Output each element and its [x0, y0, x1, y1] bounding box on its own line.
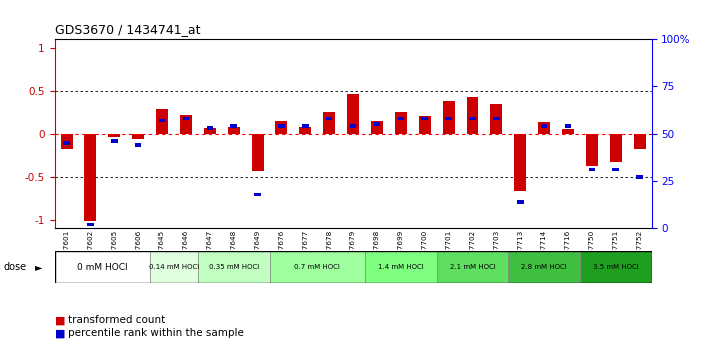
Bar: [565, 124, 571, 128]
Bar: [373, 122, 380, 126]
Bar: [302, 124, 309, 128]
Bar: [111, 139, 118, 143]
Bar: [63, 141, 70, 145]
Bar: [588, 168, 596, 171]
Bar: [493, 117, 499, 120]
Bar: [612, 168, 619, 171]
Text: 0.35 mM HOCl: 0.35 mM HOCl: [208, 264, 259, 270]
Bar: [275, 121, 288, 133]
Bar: [491, 103, 502, 133]
Text: percentile rank within the sample: percentile rank within the sample: [68, 329, 244, 338]
Bar: [469, 117, 476, 120]
Bar: [180, 115, 192, 133]
Bar: [156, 109, 168, 133]
Bar: [371, 121, 383, 133]
Text: 3.5 mM HOCl: 3.5 mM HOCl: [593, 264, 638, 270]
Bar: [204, 127, 215, 133]
Bar: [198, 251, 269, 283]
Text: 2.8 mM HOCl: 2.8 mM HOCl: [521, 264, 567, 270]
Bar: [514, 133, 526, 191]
Bar: [228, 127, 240, 133]
Bar: [150, 251, 198, 283]
Bar: [269, 251, 365, 283]
Bar: [323, 112, 335, 133]
Bar: [437, 251, 508, 283]
Bar: [395, 112, 407, 133]
Bar: [508, 251, 580, 283]
Text: 0.7 mM HOCl: 0.7 mM HOCl: [294, 264, 340, 270]
Bar: [278, 124, 285, 128]
Text: 1.4 mM HOCl: 1.4 mM HOCl: [378, 264, 424, 270]
Bar: [538, 121, 550, 133]
Text: GDS3670 / 1434741_at: GDS3670 / 1434741_at: [55, 23, 200, 36]
Bar: [397, 117, 404, 120]
Bar: [132, 133, 144, 139]
Bar: [562, 129, 574, 133]
Bar: [419, 116, 431, 133]
Bar: [347, 94, 359, 133]
Bar: [135, 143, 141, 147]
Bar: [87, 223, 94, 226]
Bar: [586, 133, 598, 166]
Bar: [254, 193, 261, 196]
Bar: [365, 251, 437, 283]
Bar: [349, 124, 357, 128]
Bar: [580, 251, 652, 283]
Bar: [183, 117, 189, 120]
Bar: [636, 176, 643, 179]
Bar: [60, 133, 73, 149]
Bar: [299, 127, 312, 133]
Bar: [326, 117, 333, 120]
Bar: [467, 97, 478, 133]
Text: 2.1 mM HOCl: 2.1 mM HOCl: [450, 264, 495, 270]
Text: 0 mM HOCl: 0 mM HOCl: [77, 263, 127, 272]
Text: 0.14 mM HOCl: 0.14 mM HOCl: [149, 264, 199, 270]
Bar: [55, 251, 150, 283]
Bar: [159, 119, 165, 122]
Bar: [541, 124, 547, 128]
Text: ►: ►: [35, 262, 42, 272]
Bar: [252, 133, 264, 171]
Bar: [610, 133, 622, 162]
Text: dose: dose: [4, 262, 27, 272]
Bar: [446, 117, 452, 120]
Text: transformed count: transformed count: [68, 315, 165, 325]
Bar: [207, 126, 213, 130]
Bar: [108, 133, 120, 137]
Text: ■: ■: [55, 329, 65, 338]
Bar: [443, 101, 454, 133]
Bar: [633, 133, 646, 149]
Bar: [84, 133, 96, 222]
Bar: [230, 124, 237, 128]
Bar: [517, 200, 523, 204]
Bar: [422, 117, 428, 120]
Text: ■: ■: [55, 315, 65, 325]
